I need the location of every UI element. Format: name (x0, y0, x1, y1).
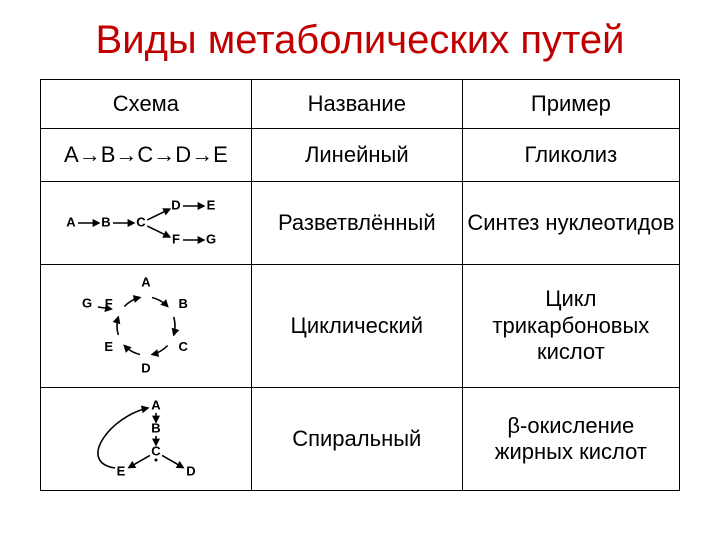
table-row: A→B→C→D→E Линейный Гликолиз (41, 129, 680, 182)
svg-text:G: G (82, 295, 92, 310)
col-name: Название (251, 80, 462, 129)
svg-text:B: B (101, 214, 110, 229)
col-schema: Схема (41, 80, 252, 129)
spiral-diagram-icon: ABC D E (61, 394, 231, 484)
svg-text:E: E (104, 339, 113, 354)
svg-text:D: D (186, 463, 195, 478)
table-row: A B C D E F G Разветвлённый Синтез нуклеотидов (41, 182, 680, 265)
schema-branched: A B C D E F G (41, 182, 252, 265)
name-cell: Спиральный (251, 388, 462, 491)
cyclic-diagram-icon: A B C D E FG (61, 271, 231, 381)
pathways-table: Схема Название Пример A→B→C→D→E Линейный… (40, 79, 680, 491)
table-row: ABC D E Спиральный β-окисление жирных кисл… (41, 388, 680, 491)
svg-text:A: A (66, 214, 76, 229)
name-cell: Линейный (251, 129, 462, 182)
svg-text:F: F (105, 296, 113, 311)
schema-linear: A→B→C→D→E (41, 129, 252, 182)
svg-text:D: D (141, 360, 150, 375)
svg-text:C: C (136, 214, 146, 229)
svg-text:F: F (172, 231, 180, 246)
example-cell: Гликолиз (462, 129, 679, 182)
col-example: Пример (462, 80, 679, 129)
page-title: Виды метаболических путей (40, 18, 680, 63)
schema-cyclic: A B C D E FG (41, 265, 252, 388)
table-row: A B C D E FG Циклический Цикл трикарбоновых к… (41, 265, 680, 388)
svg-text:D: D (171, 197, 180, 212)
svg-text:E: E (117, 463, 126, 478)
svg-text:A: A (141, 274, 151, 289)
svg-text:A: A (151, 397, 161, 412)
svg-text:C: C (151, 443, 161, 458)
svg-text:B: B (151, 420, 160, 435)
table-header-row: Схема Название Пример (41, 80, 680, 129)
name-cell: Циклический (251, 265, 462, 388)
svg-text:G: G (206, 231, 216, 246)
linear-schema-text: A→B→C→D→E (64, 142, 228, 167)
example-cell: Цикл трикарбоновых кислот (462, 265, 679, 388)
name-cell: Разветвлённый (251, 182, 462, 265)
schema-spiral: ABC D E (41, 388, 252, 491)
example-cell: β-окисление жирных кислот (462, 388, 679, 491)
branched-diagram-icon: A B C D E F G (61, 188, 231, 258)
svg-text:B: B (178, 296, 187, 311)
svg-text:E: E (207, 197, 216, 212)
svg-text:C: C (178, 339, 188, 354)
example-cell: Синтез нуклеотидов (462, 182, 679, 265)
